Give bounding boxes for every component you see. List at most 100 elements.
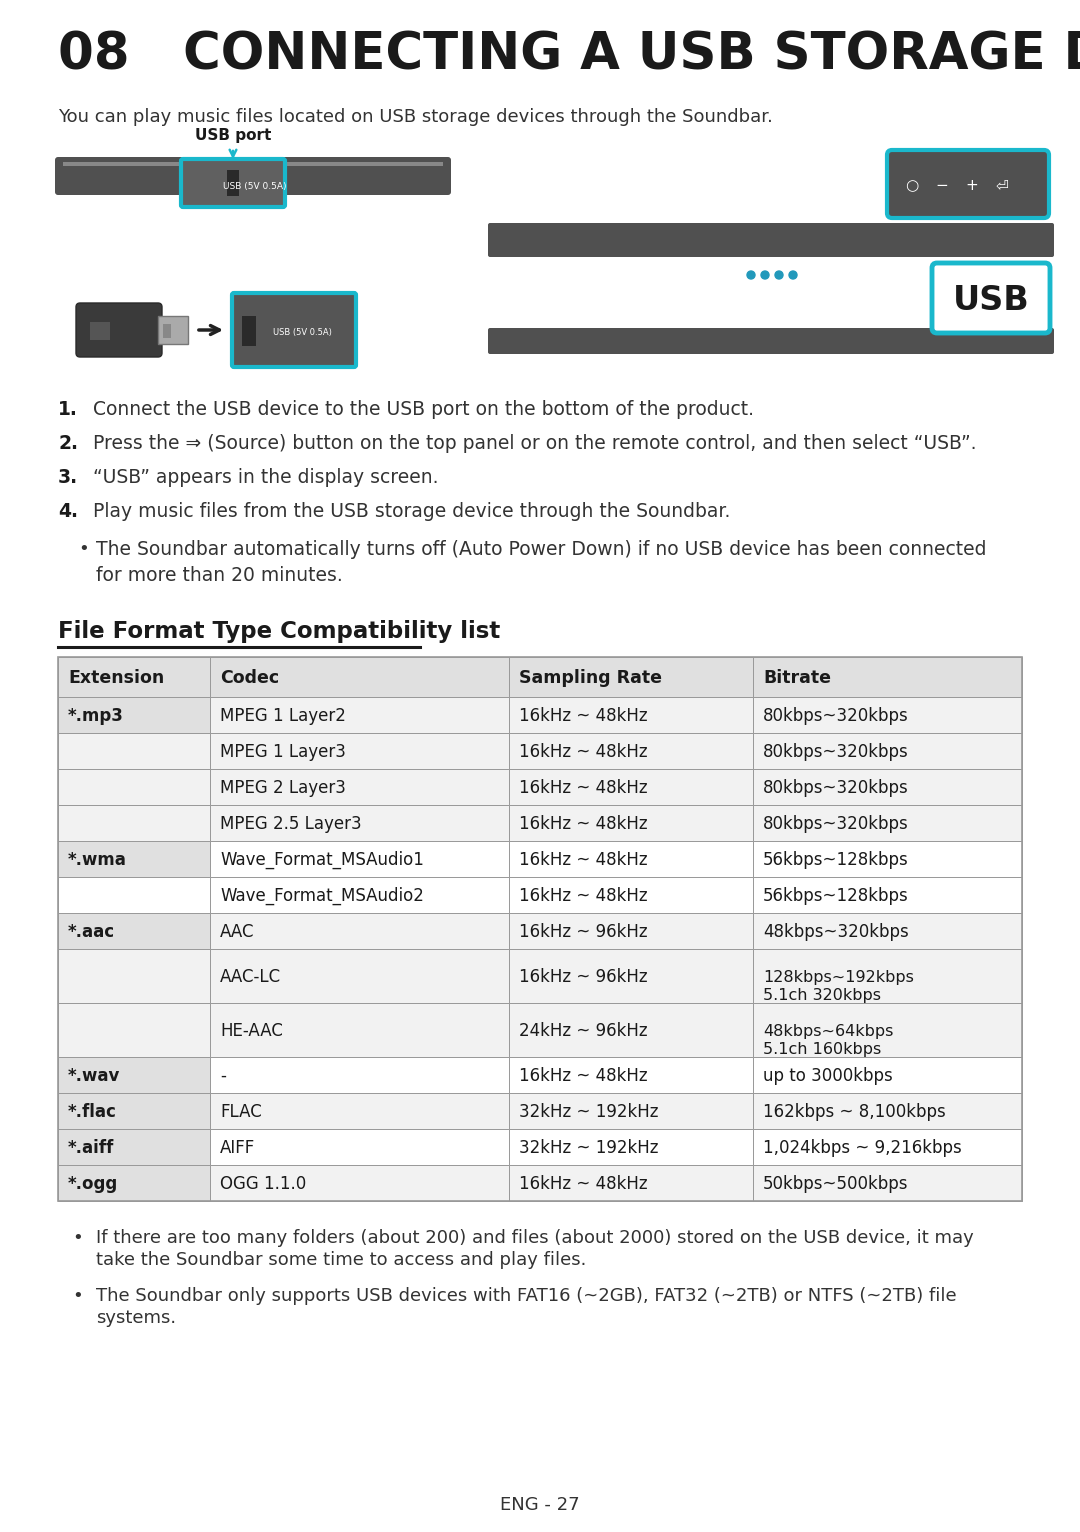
Text: 128kbps~192kbps: 128kbps~192kbps bbox=[764, 970, 914, 985]
Text: MPEG 1 Layer2: MPEG 1 Layer2 bbox=[220, 706, 347, 725]
Bar bbox=[509, 769, 753, 804]
Bar bbox=[753, 732, 1022, 769]
Text: 32kHz ~ 192kHz: 32kHz ~ 192kHz bbox=[519, 1103, 659, 1121]
Text: USB: USB bbox=[953, 283, 1029, 317]
Text: Codec: Codec bbox=[220, 669, 280, 686]
Bar bbox=[227, 170, 239, 196]
Bar bbox=[163, 323, 171, 339]
Text: OGG 1.1.0: OGG 1.1.0 bbox=[220, 1175, 307, 1193]
Text: systems.: systems. bbox=[96, 1308, 176, 1327]
FancyBboxPatch shape bbox=[232, 293, 356, 368]
Text: 5.1ch 160kbps: 5.1ch 160kbps bbox=[764, 1042, 881, 1057]
Bar bbox=[211, 1003, 509, 1057]
Bar bbox=[211, 1129, 509, 1164]
Text: ○: ○ bbox=[905, 179, 919, 193]
Bar bbox=[211, 876, 509, 913]
Text: 08   CONNECTING A USB STORAGE DEVICE: 08 CONNECTING A USB STORAGE DEVICE bbox=[58, 31, 1080, 80]
Text: MPEG 2 Layer3: MPEG 2 Layer3 bbox=[220, 778, 347, 797]
Bar bbox=[509, 948, 753, 1003]
Text: Play music files from the USB storage device through the Soundbar.: Play music files from the USB storage de… bbox=[93, 502, 730, 521]
Text: HE-AAC: HE-AAC bbox=[220, 1022, 283, 1040]
Text: Wave_Format_MSAudio2: Wave_Format_MSAudio2 bbox=[220, 887, 424, 905]
Text: −: − bbox=[935, 179, 948, 193]
Text: You can play music files located on USB storage devices through the Soundbar.: You can play music files located on USB … bbox=[58, 107, 773, 126]
Text: 24kHz ~ 96kHz: 24kHz ~ 96kHz bbox=[519, 1022, 648, 1040]
FancyBboxPatch shape bbox=[55, 156, 451, 195]
Text: for more than 20 minutes.: for more than 20 minutes. bbox=[96, 565, 342, 585]
Bar bbox=[58, 876, 211, 913]
Text: ENG - 27: ENG - 27 bbox=[500, 1497, 580, 1514]
Text: 16kHz ~ 48kHz: 16kHz ~ 48kHz bbox=[519, 815, 648, 833]
Text: up to 3000kbps: up to 3000kbps bbox=[764, 1066, 893, 1085]
Bar bbox=[753, 1057, 1022, 1092]
Text: Press the ⇒ (Source) button on the top panel or on the remote control, and then : Press the ⇒ (Source) button on the top p… bbox=[93, 434, 976, 453]
Bar bbox=[58, 1129, 211, 1164]
Text: The Soundbar only supports USB devices with FAT16 (~2GB), FAT32 (~2TB) or NTFS (: The Soundbar only supports USB devices w… bbox=[96, 1287, 957, 1305]
FancyBboxPatch shape bbox=[488, 224, 1054, 257]
Text: 80kbps~320kbps: 80kbps~320kbps bbox=[764, 743, 908, 761]
Text: -: - bbox=[220, 1066, 226, 1085]
Bar bbox=[753, 1092, 1022, 1129]
Text: *.flac: *.flac bbox=[68, 1103, 117, 1121]
Text: 16kHz ~ 48kHz: 16kHz ~ 48kHz bbox=[519, 778, 648, 797]
Bar bbox=[211, 1057, 509, 1092]
Text: File Format Type Compatibility list: File Format Type Compatibility list bbox=[58, 620, 500, 643]
Text: 162kbps ~ 8,100kbps: 162kbps ~ 8,100kbps bbox=[764, 1103, 946, 1121]
Text: USB (5V 0.5A): USB (5V 0.5A) bbox=[272, 328, 332, 337]
Bar bbox=[509, 1092, 753, 1129]
Bar bbox=[509, 1164, 753, 1201]
Bar bbox=[58, 913, 211, 948]
Bar bbox=[58, 1057, 211, 1092]
Text: AAC: AAC bbox=[220, 922, 255, 941]
Bar bbox=[158, 316, 188, 345]
Bar bbox=[753, 841, 1022, 876]
Bar bbox=[58, 1164, 211, 1201]
Circle shape bbox=[775, 271, 783, 279]
Text: 4.: 4. bbox=[58, 502, 78, 521]
Text: ⏎: ⏎ bbox=[996, 179, 1009, 193]
Bar bbox=[509, 841, 753, 876]
Bar bbox=[753, 948, 1022, 1003]
Bar bbox=[753, 769, 1022, 804]
Bar bbox=[242, 316, 256, 346]
Bar bbox=[753, 1003, 1022, 1057]
Bar bbox=[753, 913, 1022, 948]
Text: 32kHz ~ 192kHz: 32kHz ~ 192kHz bbox=[519, 1138, 659, 1157]
Bar bbox=[753, 1129, 1022, 1164]
Text: If there are too many folders (about 200) and files (about 2000) stored on the U: If there are too many folders (about 200… bbox=[96, 1229, 974, 1247]
Bar bbox=[211, 1092, 509, 1129]
Text: *.aac: *.aac bbox=[68, 922, 116, 941]
Bar bbox=[211, 732, 509, 769]
Bar bbox=[509, 697, 753, 732]
Text: 80kbps~320kbps: 80kbps~320kbps bbox=[764, 815, 908, 833]
Bar bbox=[58, 732, 211, 769]
Text: 56kbps~128kbps: 56kbps~128kbps bbox=[764, 887, 908, 905]
Bar bbox=[509, 1003, 753, 1057]
Text: 16kHz ~ 96kHz: 16kHz ~ 96kHz bbox=[519, 968, 648, 987]
Bar bbox=[58, 1003, 211, 1057]
Text: +: + bbox=[966, 179, 978, 193]
Text: 48kbps~320kbps: 48kbps~320kbps bbox=[764, 922, 908, 941]
Text: 16kHz ~ 48kHz: 16kHz ~ 48kHz bbox=[519, 850, 648, 869]
Bar bbox=[509, 1129, 753, 1164]
Text: 16kHz ~ 48kHz: 16kHz ~ 48kHz bbox=[519, 706, 648, 725]
Bar bbox=[753, 697, 1022, 732]
Bar bbox=[211, 948, 509, 1003]
Bar bbox=[509, 657, 753, 697]
Text: Sampling Rate: Sampling Rate bbox=[519, 669, 662, 686]
Text: USB (5V 0.5A): USB (5V 0.5A) bbox=[224, 182, 287, 192]
Bar bbox=[63, 162, 443, 165]
FancyBboxPatch shape bbox=[181, 159, 285, 207]
Text: *.mp3: *.mp3 bbox=[68, 706, 124, 725]
Bar bbox=[58, 697, 211, 732]
Text: 80kbps~320kbps: 80kbps~320kbps bbox=[764, 706, 908, 725]
Text: 16kHz ~ 48kHz: 16kHz ~ 48kHz bbox=[519, 743, 648, 761]
Text: 16kHz ~ 48kHz: 16kHz ~ 48kHz bbox=[519, 1066, 648, 1085]
Text: 16kHz ~ 48kHz: 16kHz ~ 48kHz bbox=[519, 1175, 648, 1193]
Text: 48kbps~64kbps: 48kbps~64kbps bbox=[764, 1023, 893, 1039]
Text: Bitrate: Bitrate bbox=[764, 669, 831, 686]
FancyBboxPatch shape bbox=[76, 303, 162, 357]
Bar bbox=[58, 841, 211, 876]
Bar bbox=[211, 769, 509, 804]
FancyBboxPatch shape bbox=[932, 264, 1050, 332]
